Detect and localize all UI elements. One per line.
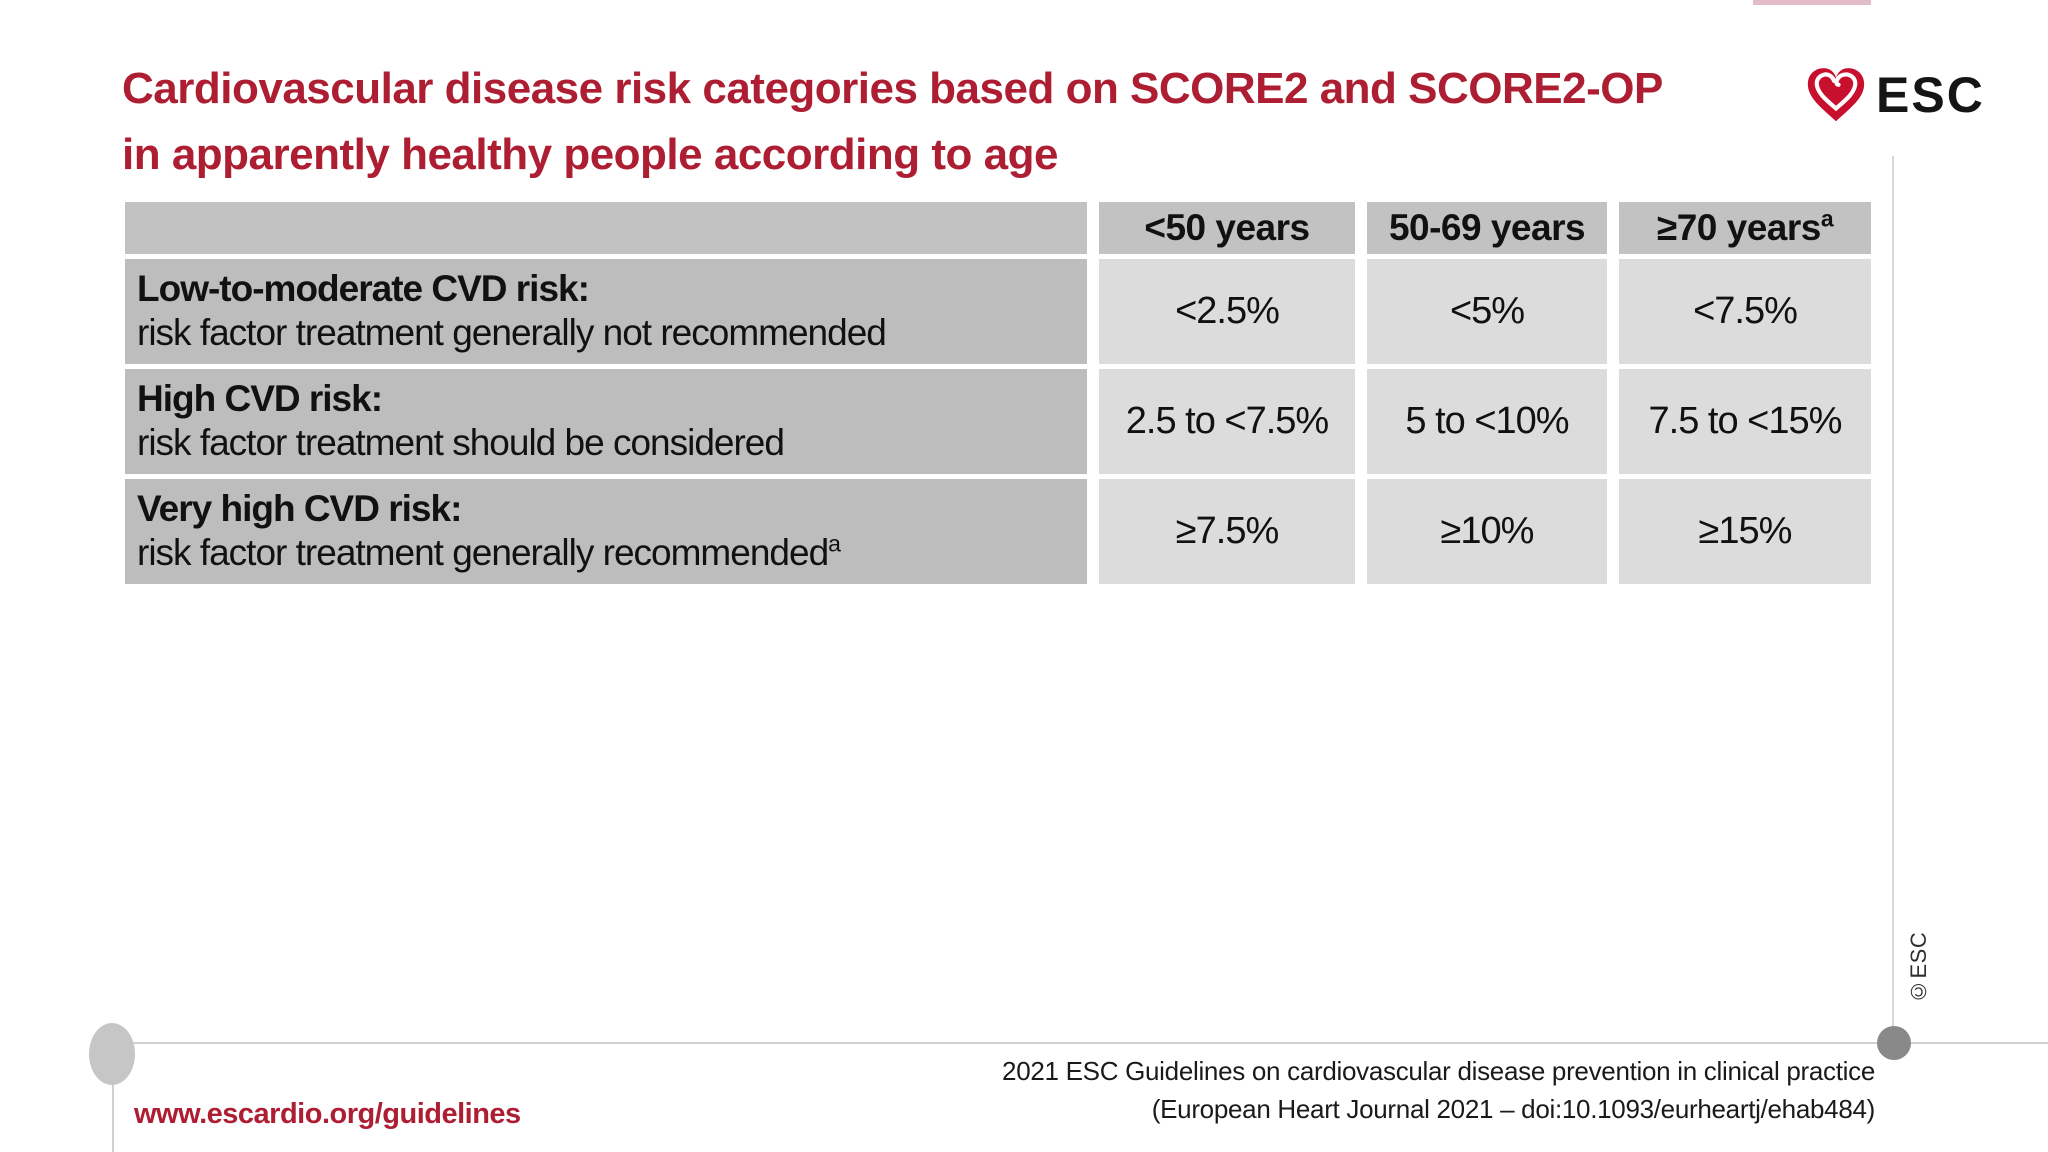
col-header-label: ≥70 years: [1656, 207, 1821, 248]
risk-category-title: Very high CVD risk:: [137, 488, 462, 529]
risk-category-description: risk factor treatment generally not reco…: [137, 311, 1073, 355]
page-title-line-1: Cardiovascular disease risk categories b…: [122, 64, 1663, 113]
table-value-cell: <2.5%: [1099, 259, 1355, 364]
right-edge-vertical-line: [1892, 156, 1894, 1043]
table-row-high-label: High CVD risk: risk factor treatment sho…: [125, 369, 1087, 474]
table-row-low-moderate-label: Low-to-moderate CVD risk: risk factor tr…: [125, 259, 1087, 364]
footer-dot-right: [1877, 1026, 1911, 1060]
page-title-line-2: in apparently healthy people according t…: [122, 130, 1058, 179]
risk-description-sup: a: [828, 530, 841, 557]
table-value-cell: 7.5 to <15%: [1619, 369, 1871, 474]
table-header-70-plus: ≥70 yearsa: [1619, 202, 1871, 254]
esc-heart-icon: [1804, 64, 1868, 126]
col-header-label: <50 years: [1144, 207, 1310, 248]
table-value-cell: ≥7.5%: [1099, 479, 1355, 584]
top-edge-accent-bar: [1753, 0, 1871, 5]
copyright-esc-vertical: ©ESC: [1906, 931, 1931, 1004]
citation-line-2: (European Heart Journal 2021 – doi:10.10…: [1151, 1094, 1876, 1124]
table-value-cell: ≥15%: [1619, 479, 1871, 584]
page-title: Cardiovascular disease risk categories b…: [122, 56, 1722, 188]
footer-vertical-line-left: [112, 1054, 114, 1152]
risk-category-description: risk factor treatment generally recommen…: [137, 531, 1073, 575]
table-value-cell: ≥10%: [1367, 479, 1607, 584]
risk-category-table: <50 years 50-69 years ≥70 yearsa Low-to-…: [125, 202, 1871, 584]
footer-dot-left: [89, 1023, 135, 1085]
risk-category-title: Low-to-moderate CVD risk:: [137, 268, 590, 309]
risk-description-text: risk factor treatment should be consider…: [137, 422, 785, 463]
risk-description-text: risk factor treatment generally recommen…: [137, 532, 829, 573]
table-value-cell: <5%: [1367, 259, 1607, 364]
table-value-cell: 5 to <10%: [1367, 369, 1607, 474]
footer-horizontal-line: [112, 1042, 2048, 1044]
guidelines-link[interactable]: www.escardio.org/guidelines: [134, 1098, 521, 1130]
table-header-under-50: <50 years: [1099, 202, 1355, 254]
esc-logo-text: ESC: [1876, 67, 1985, 123]
esc-logo: ESC: [1804, 64, 1985, 126]
citation: 2021 ESC Guidelines on cardiovascular di…: [1002, 1052, 1875, 1128]
table-header-50-69: 50-69 years: [1367, 202, 1607, 254]
table-header-empty-cell: [125, 202, 1087, 254]
table-row-very-high-label: Very high CVD risk: risk factor treatmen…: [125, 479, 1087, 584]
risk-category-title: High CVD risk:: [137, 378, 383, 419]
table-value-cell: 2.5 to <7.5%: [1099, 369, 1355, 474]
citation-line-1: 2021 ESC Guidelines on cardiovascular di…: [1002, 1056, 1875, 1086]
col-header-sup: a: [1820, 205, 1834, 232]
risk-category-description: risk factor treatment should be consider…: [137, 421, 1073, 465]
col-header-label: 50-69 years: [1388, 207, 1586, 248]
table-value-cell: <7.5%: [1619, 259, 1871, 364]
risk-description-text: risk factor treatment generally not reco…: [137, 312, 887, 353]
